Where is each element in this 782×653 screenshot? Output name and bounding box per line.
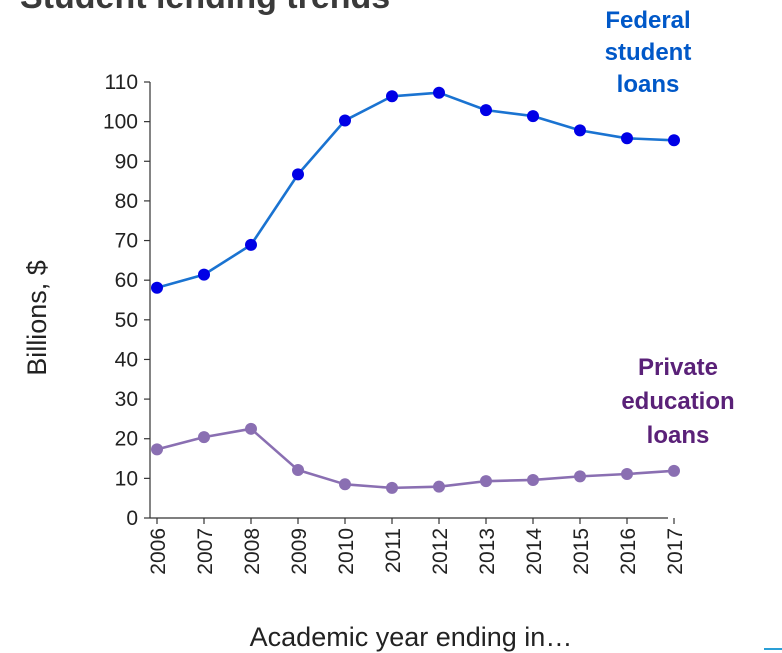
x-tick-label: 2010 xyxy=(335,528,358,575)
data-point xyxy=(386,481,398,494)
data-point xyxy=(198,431,210,444)
data-point xyxy=(621,132,633,145)
data-point xyxy=(433,480,445,493)
data-point xyxy=(480,475,492,488)
x-axis-label: Academic year ending in… xyxy=(250,622,573,652)
series-label: education xyxy=(621,388,734,415)
x-tick-label: 2009 xyxy=(288,528,311,575)
y-axis-label: Billions, $ xyxy=(22,260,52,376)
x-tick-label: 2008 xyxy=(241,528,264,575)
series-label: student xyxy=(605,39,692,66)
x-tick-label: 2011 xyxy=(382,528,405,573)
x-tick-label: 2016 xyxy=(617,528,640,575)
data-point xyxy=(386,90,398,103)
data-point xyxy=(198,268,210,281)
x-tick-label: 2015 xyxy=(570,528,593,575)
x-tick-label: 2012 xyxy=(429,528,452,575)
x-tick-label: 2013 xyxy=(476,528,499,575)
x-tick-label: 2014 xyxy=(523,528,546,575)
data-point xyxy=(151,281,163,294)
y-tick-label: 80 xyxy=(115,190,138,213)
series-label: loans xyxy=(647,422,710,449)
y-tick-label: 110 xyxy=(105,71,138,94)
data-point xyxy=(668,134,680,147)
data-point xyxy=(574,470,586,483)
y-tick-label: 20 xyxy=(115,428,138,451)
y-tick-label: 10 xyxy=(115,467,138,490)
series-line xyxy=(156,427,675,490)
series-1 xyxy=(151,422,680,494)
y-tick-label: 90 xyxy=(115,150,138,173)
y-tick-label: 30 xyxy=(115,388,138,411)
x-axis: 2006 2007 2008 2009 2010 2011 2012 2013 2014 2015… xyxy=(147,517,687,575)
data-point xyxy=(151,443,163,456)
series-label: loans xyxy=(617,71,680,98)
data-point xyxy=(480,104,492,117)
y-axis: 0 10 20 30 40 50 60 70 80 90 100 110 xyxy=(103,71,151,530)
data-point xyxy=(574,124,586,137)
y-tick-label: 0 xyxy=(126,507,138,530)
data-point xyxy=(245,238,257,251)
series-label: Private xyxy=(638,354,718,381)
data-point xyxy=(245,422,257,435)
series-label: Federal xyxy=(605,7,690,34)
y-tick-label: 100 xyxy=(103,111,138,134)
series-0 xyxy=(151,86,680,294)
series-labels: Federal student loans Private education loans xyxy=(605,7,735,449)
data-point xyxy=(292,464,304,477)
data-point xyxy=(339,114,351,127)
data-point xyxy=(527,473,539,486)
series-layer xyxy=(151,86,680,494)
x-tick-label: 2006 xyxy=(147,528,170,575)
data-point xyxy=(527,110,539,123)
page-title: Student lending trends xyxy=(20,0,390,17)
y-tick-label: 50 xyxy=(115,309,138,332)
x-tick-label: 2007 xyxy=(194,528,217,575)
data-point xyxy=(621,468,633,481)
y-tick-label: 60 xyxy=(115,269,138,292)
corner-rule xyxy=(764,648,782,650)
x-tick-label: 2017 xyxy=(664,528,687,575)
data-point xyxy=(292,168,304,181)
y-tick-label: 40 xyxy=(115,348,138,371)
data-point xyxy=(433,86,445,99)
series-line xyxy=(156,91,675,289)
data-point xyxy=(339,478,351,491)
data-point xyxy=(668,464,680,477)
y-tick-label: 70 xyxy=(115,230,138,253)
